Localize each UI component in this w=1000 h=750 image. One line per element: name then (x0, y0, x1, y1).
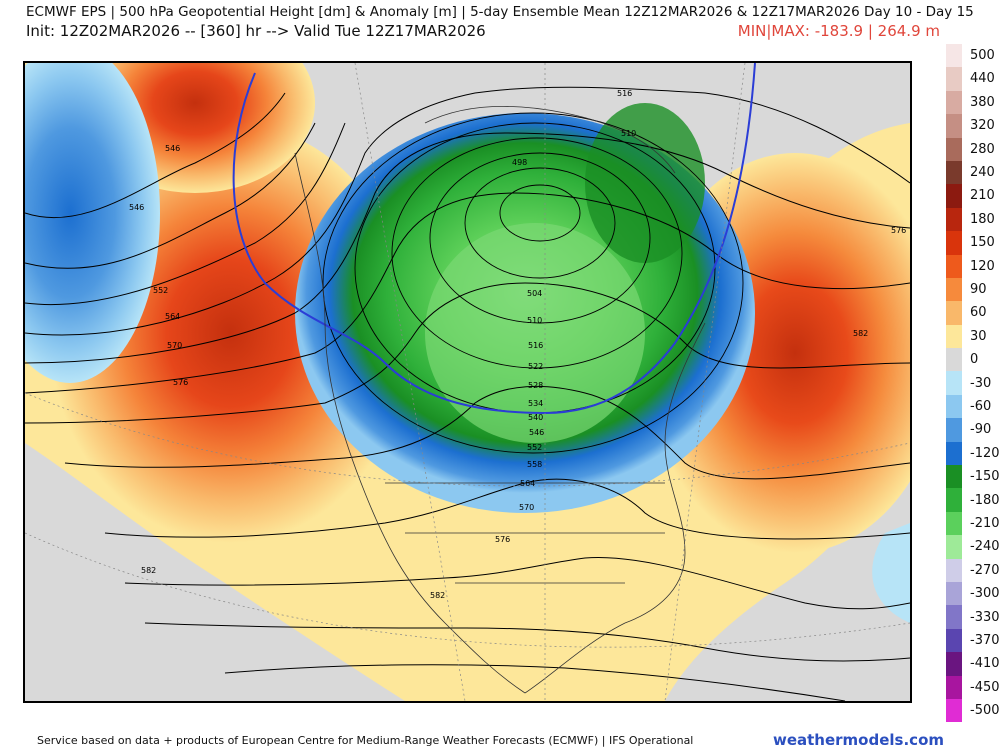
legend-label: -500 (970, 703, 1000, 719)
legend-swatch (946, 231, 962, 255)
legend-label: 280 (970, 141, 995, 157)
contour-label: 552 (153, 286, 168, 295)
legend-label: -150 (970, 469, 1000, 485)
legend-label: 210 (970, 188, 995, 204)
contour-label: 558 (527, 460, 542, 469)
contour-label: 546 (129, 203, 144, 212)
legend-swatch (946, 675, 962, 699)
legend-swatch (946, 394, 962, 419)
legend-swatch (946, 137, 962, 161)
contour-label: 552 (527, 443, 542, 452)
contour-label: 516 (617, 89, 632, 98)
legend-label: 120 (970, 258, 995, 274)
legend-label: 240 (970, 165, 995, 180)
contour-label: 528 (528, 381, 543, 390)
legend-swatch (946, 114, 962, 138)
legend-label: 440 (970, 71, 995, 87)
contour-label: 564 (165, 312, 180, 321)
contour-label: 498 (512, 158, 527, 167)
contour-label: 510 (621, 129, 636, 138)
contour-label: 546 (165, 144, 180, 153)
legend-swatch (946, 698, 962, 723)
legend-swatch (946, 535, 962, 559)
legend-swatch (946, 558, 962, 582)
init-valid-line: Init: 12Z02MAR2026 -- [360] hr --> Valid… (26, 22, 486, 40)
contour-label: 534 (528, 399, 543, 408)
contour-label: 576 (495, 535, 510, 544)
legend-swatch (946, 160, 962, 185)
legend-swatch (946, 90, 962, 115)
color-legend (946, 44, 962, 723)
legend-label: -180 (970, 492, 1000, 508)
contour-label: 516 (528, 341, 543, 350)
legend-swatch (946, 324, 962, 349)
legend-label: -240 (970, 539, 1000, 555)
legend-label: 500 (970, 48, 995, 63)
legend-swatch (946, 488, 962, 512)
contour-label: 582 (141, 566, 156, 575)
contour-label: 576 (891, 226, 906, 235)
legend-swatch (946, 628, 962, 653)
legend-swatch (946, 184, 962, 208)
contour-label: 570 (519, 503, 534, 512)
legend-label: 150 (970, 235, 995, 251)
legend-label: -300 (970, 586, 1000, 602)
contour-label: 570 (167, 341, 182, 350)
chart-title: ECMWF EPS | 500 hPa Geopotential Height … (26, 4, 974, 20)
legend-label: -90 (970, 422, 992, 438)
legend-swatch (946, 605, 962, 629)
legend-label: 320 (970, 118, 995, 134)
map-panel[interactable]: 546 546 552 558 564 570 576 576 582 582 … (23, 61, 912, 703)
contour-label: 546 (529, 428, 544, 437)
legend-label: 380 (970, 94, 995, 110)
legend-swatch (946, 207, 962, 232)
legend-label: 90 (970, 282, 987, 297)
legend-label: 60 (970, 305, 987, 321)
legend-label: 180 (970, 211, 995, 227)
contour-label: 540 (528, 413, 543, 422)
legend-swatch (946, 511, 962, 536)
contour-label: 564 (520, 479, 535, 488)
brand-link[interactable]: weathermodels.com (772, 731, 944, 749)
legend-swatch (946, 44, 962, 68)
legend-swatch (946, 652, 962, 676)
legend-swatch (946, 254, 962, 278)
legend-label: 0 (970, 352, 979, 368)
legend-swatch (946, 301, 962, 325)
contour-label: 576 (173, 378, 188, 387)
legend-label: -330 (970, 609, 1000, 625)
legend-swatch (946, 277, 962, 302)
legend-label: -120 (970, 445, 1000, 461)
legend-swatch (946, 441, 962, 466)
legend-label: -270 (970, 562, 1000, 578)
legend-swatch (946, 581, 962, 606)
legend-swatch (946, 465, 962, 489)
legend-swatch (946, 348, 962, 372)
legend-label: -370 (970, 633, 1000, 648)
legend-label: -30 (970, 375, 992, 391)
legend-swatch (946, 67, 962, 91)
legend-swatch (946, 418, 962, 442)
legend-label: -410 (970, 656, 1000, 672)
contour-label: 522 (528, 362, 543, 371)
legend-label: -60 (970, 399, 992, 414)
contour-label: 582 (853, 329, 868, 338)
min-max-readout: MIN|MAX: -183.9 | 264.9 m (737, 22, 940, 40)
legend-label: -450 (970, 679, 1000, 695)
legend-label: 30 (970, 328, 987, 344)
contour-label: 510 (527, 316, 542, 325)
legend-swatch (946, 371, 962, 395)
contour-label: 504 (527, 289, 542, 298)
contour-label: 582 (430, 591, 445, 600)
credit-line: Service based on data + products of Euro… (37, 734, 694, 747)
anomaly-map: 546 546 552 558 564 570 576 576 582 582 … (25, 63, 910, 701)
legend-label: -210 (970, 516, 1000, 531)
